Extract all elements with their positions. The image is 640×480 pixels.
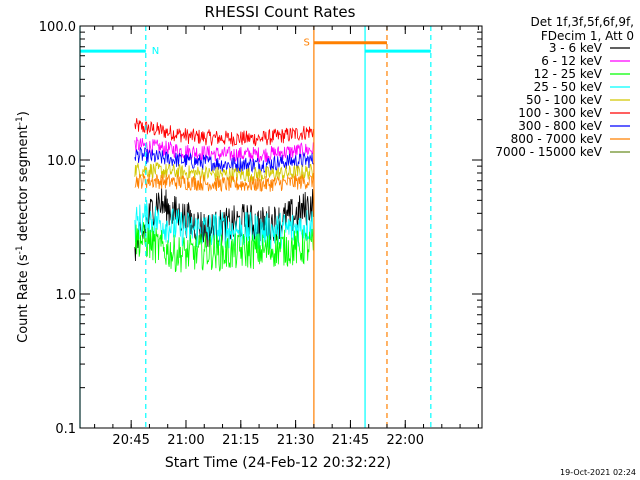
y-axis-label-part1: Count Rate (s: [16, 254, 31, 343]
region-label: S: [304, 38, 310, 49]
series-line: [134, 147, 315, 174]
y-axis: 0.1 1.0 10.0 100.0: [39, 20, 482, 437]
y-tick-label: 0.1: [55, 422, 76, 437]
series-line: [134, 172, 315, 193]
series-line: [134, 199, 315, 250]
y-axis-label-exp1: -1: [15, 245, 25, 254]
x-tick-label: 20:45: [112, 433, 149, 448]
legend-header-2: FDecim 1, Att 0: [541, 29, 634, 43]
y-tick-label: 100.0: [39, 20, 76, 35]
x-tick-label: 21:30: [277, 433, 314, 448]
x-tick-label: 21:15: [222, 433, 259, 448]
legend-label: 3 - 6 keV: [549, 41, 603, 55]
plot-area: NS: [79, 26, 432, 428]
y-axis-label-part2: detector segment: [16, 125, 31, 245]
y-tick-label: 10.0: [47, 154, 76, 169]
legend-label: 25 - 50 keV: [534, 80, 603, 94]
legend-label: 7000 - 15000 keV: [495, 145, 602, 159]
legend-label: 300 - 800 keV: [518, 119, 602, 133]
legend-label: 6 - 12 keV: [541, 54, 603, 68]
legend-label: 12 - 25 keV: [534, 67, 603, 81]
series-line: [134, 188, 315, 262]
series-line: [134, 136, 315, 163]
y-axis-label-exp2: -1: [15, 116, 25, 125]
chart-title: RHESSI Count Rates: [205, 3, 356, 21]
y-tick-label: 1.0: [55, 288, 76, 303]
legend-header-1: Det 1f,3f,5f,6f,9f,: [530, 15, 634, 29]
legend-label: 800 - 7000 keV: [511, 132, 603, 146]
timestamp: 19-Oct-2021 02:24: [560, 468, 636, 477]
series-line: [134, 222, 315, 307]
x-tick-label: 21:00: [167, 433, 204, 448]
legend: Det 1f,3f,5f,6f,9f, FDecim 1, Att 0 3 - …: [495, 15, 634, 159]
legend-label: 50 - 100 keV: [526, 93, 603, 107]
x-axis: 20:45 21:00 21:15 21:30 21:45 22:00: [94, 26, 479, 448]
y-axis-label-part3: ): [16, 111, 31, 116]
x-tick-label: 22:00: [387, 433, 424, 448]
region-label: N: [152, 46, 159, 57]
series-line: [134, 118, 315, 147]
x-tick-label: 21:45: [332, 433, 369, 448]
x-axis-label: Start Time (24-Feb-12 20:32:22): [165, 455, 391, 471]
y-axis-label: Count Rate (s-1 detector segment-1): [15, 111, 31, 343]
legend-label: 100 - 300 keV: [518, 106, 602, 120]
series-line: [134, 162, 315, 183]
plot-frame: [79, 25, 483, 429]
